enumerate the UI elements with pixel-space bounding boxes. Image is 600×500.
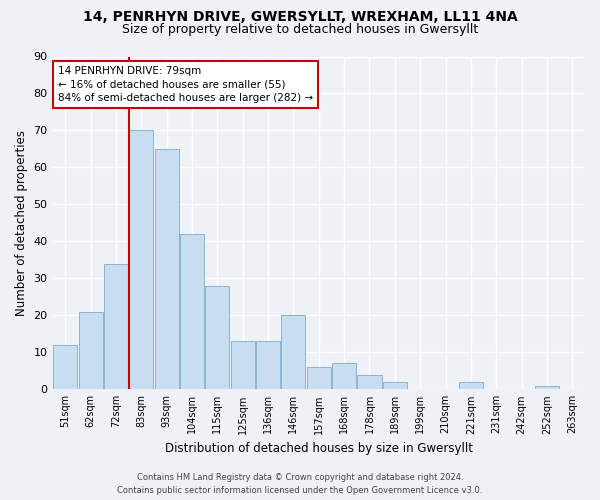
Bar xyxy=(180,234,204,390)
Bar xyxy=(332,364,356,390)
Bar xyxy=(230,341,255,390)
Bar xyxy=(104,264,128,390)
Bar xyxy=(256,341,280,390)
X-axis label: Distribution of detached houses by size in Gwersyllt: Distribution of detached houses by size … xyxy=(165,442,473,455)
Bar xyxy=(459,382,483,390)
Bar xyxy=(205,286,229,390)
Text: 14 PENRHYN DRIVE: 79sqm
← 16% of detached houses are smaller (55)
84% of semi-de: 14 PENRHYN DRIVE: 79sqm ← 16% of detache… xyxy=(58,66,313,103)
Bar xyxy=(129,130,154,390)
Text: Contains HM Land Registry data © Crown copyright and database right 2024.
Contai: Contains HM Land Registry data © Crown c… xyxy=(118,474,482,495)
Bar xyxy=(281,316,305,390)
Bar xyxy=(383,382,407,390)
Bar xyxy=(155,149,179,390)
Text: Size of property relative to detached houses in Gwersyllt: Size of property relative to detached ho… xyxy=(122,22,478,36)
Bar xyxy=(79,312,103,390)
Bar xyxy=(53,345,77,390)
Bar xyxy=(307,367,331,390)
Bar xyxy=(535,386,559,390)
Text: 14, PENRHYN DRIVE, GWERSYLLT, WREXHAM, LL11 4NA: 14, PENRHYN DRIVE, GWERSYLLT, WREXHAM, L… xyxy=(83,10,517,24)
Bar xyxy=(358,374,382,390)
Y-axis label: Number of detached properties: Number of detached properties xyxy=(15,130,28,316)
